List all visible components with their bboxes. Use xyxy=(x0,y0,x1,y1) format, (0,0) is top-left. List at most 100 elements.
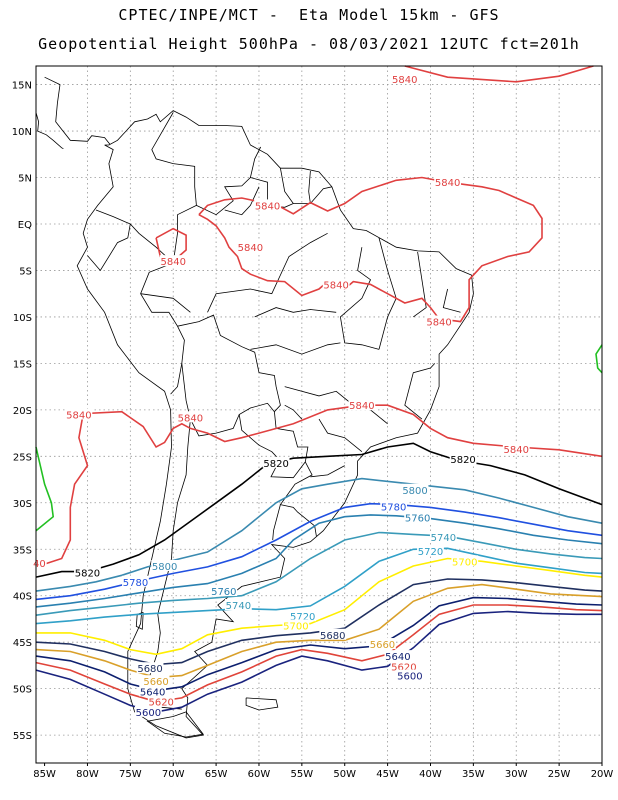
contour-label-bg xyxy=(224,599,252,611)
y-tick-label: 20S xyxy=(13,406,32,417)
political-border xyxy=(280,168,294,204)
contour-label: 5780 xyxy=(381,503,406,514)
contour-label: 5700 xyxy=(283,621,308,632)
contour-label-bg xyxy=(429,531,457,543)
contour-5840 xyxy=(198,176,543,323)
contour-label-bg xyxy=(404,511,432,523)
contour-label: 5840 xyxy=(435,178,460,189)
contour-label: 5840 xyxy=(323,280,348,291)
contour-label-bg xyxy=(391,73,419,85)
x-tick-label: 45W xyxy=(376,769,399,780)
contour-label-bg xyxy=(289,610,317,622)
x-tick-label: 55W xyxy=(291,769,314,780)
contour-label-bg xyxy=(122,575,149,587)
political-border xyxy=(140,293,191,313)
contour-label-bg xyxy=(262,456,290,468)
contour-label-bg xyxy=(65,408,93,420)
contour-label: 5840 xyxy=(238,243,263,254)
contour-5840 xyxy=(404,65,594,83)
contour-label: 5840 xyxy=(392,75,417,86)
contour-label: 5780 xyxy=(123,578,148,589)
contour-label: 5840 xyxy=(255,201,280,212)
x-tick-label: 85W xyxy=(33,769,56,780)
political-border xyxy=(274,411,309,462)
contour-label: 5680 xyxy=(137,664,162,675)
political-border xyxy=(207,232,328,313)
contour-label: 5600 xyxy=(136,708,161,719)
political-border xyxy=(310,465,345,478)
contour-label-bg xyxy=(390,660,418,672)
contour-5760 xyxy=(35,514,603,608)
contour-label: 5760 xyxy=(405,514,430,525)
contour-label-bg xyxy=(254,199,281,211)
political-border xyxy=(272,504,281,541)
contour-label-bg xyxy=(139,685,167,697)
x-tick-label: 50W xyxy=(333,769,356,780)
x-tick-label: 40W xyxy=(419,769,442,780)
contour-label: 5840 xyxy=(504,445,529,456)
title-line-2: Geopotential Height 500hPa - 08/03/2021 … xyxy=(38,35,580,53)
political-border xyxy=(181,363,275,437)
y-tick-label: 5N xyxy=(18,174,32,185)
political-border xyxy=(284,386,388,425)
y-tick-label: 15S xyxy=(13,359,32,370)
contour-label-bg xyxy=(32,557,47,569)
y-tick-label: 45S xyxy=(13,638,32,649)
political-border xyxy=(404,363,436,420)
contour-label: 5800 xyxy=(402,486,427,497)
political-border xyxy=(87,209,131,272)
y-tick-label: 10N xyxy=(12,127,32,138)
contour-label: 5720 xyxy=(290,612,315,623)
contour-label: 5820 xyxy=(75,568,100,579)
contour-5720 xyxy=(35,547,603,625)
contour-label: 5720 xyxy=(418,547,443,558)
x-tick-label: 75W xyxy=(119,769,142,780)
contour-label-bg xyxy=(210,585,238,597)
y-tick-label: EQ xyxy=(18,220,32,231)
y-tick-label: 10S xyxy=(13,313,32,324)
contour-label: 5740 xyxy=(431,533,456,544)
contour-label-bg xyxy=(134,705,162,717)
contour-label: 5680 xyxy=(320,631,345,642)
contour-5820 xyxy=(35,442,603,578)
contour-label-bg xyxy=(449,453,477,465)
contour-label-bg xyxy=(176,411,204,423)
contour-label-bg xyxy=(384,650,412,662)
contour-5860 xyxy=(35,446,55,532)
contour-label-bg xyxy=(151,559,179,571)
y-tick-label: 5S xyxy=(19,266,32,277)
contour-label-bg xyxy=(348,399,376,411)
contour-label: 5660 xyxy=(370,640,395,651)
political-border xyxy=(140,262,185,395)
x-tick-label: 35W xyxy=(462,769,485,780)
political-border xyxy=(250,342,341,355)
y-tick-label: 15N xyxy=(12,81,32,92)
political-border xyxy=(308,170,311,204)
contour-label-bg xyxy=(502,442,530,454)
contour-label-bg xyxy=(282,619,310,631)
contour-5660 xyxy=(35,583,603,679)
y-tick-label: 40S xyxy=(13,592,32,603)
contour-label-bg xyxy=(319,628,347,640)
contour-label: 5840 xyxy=(160,257,185,268)
contour-label-bg xyxy=(425,315,453,327)
political-border xyxy=(254,307,337,318)
pacific-central-america xyxy=(35,112,64,150)
contour-label-bg xyxy=(147,695,175,707)
y-tick-label: 25S xyxy=(13,452,32,463)
contour-label: 5840 xyxy=(66,411,91,422)
falkland-islands xyxy=(245,697,279,711)
contour-label: 5840 xyxy=(178,413,203,424)
x-tick-label: 20W xyxy=(591,769,614,780)
political-border xyxy=(318,418,363,453)
central-america-coast xyxy=(44,76,111,145)
political-border xyxy=(238,414,306,479)
contour-label-bg xyxy=(142,675,170,687)
contour-5700 xyxy=(36,557,603,656)
contour-label: 5700 xyxy=(452,557,477,568)
x-tick-label: 65W xyxy=(205,769,228,780)
political-border xyxy=(284,404,303,420)
contour-lines xyxy=(35,65,603,713)
contour-label: 5640 xyxy=(385,652,410,663)
